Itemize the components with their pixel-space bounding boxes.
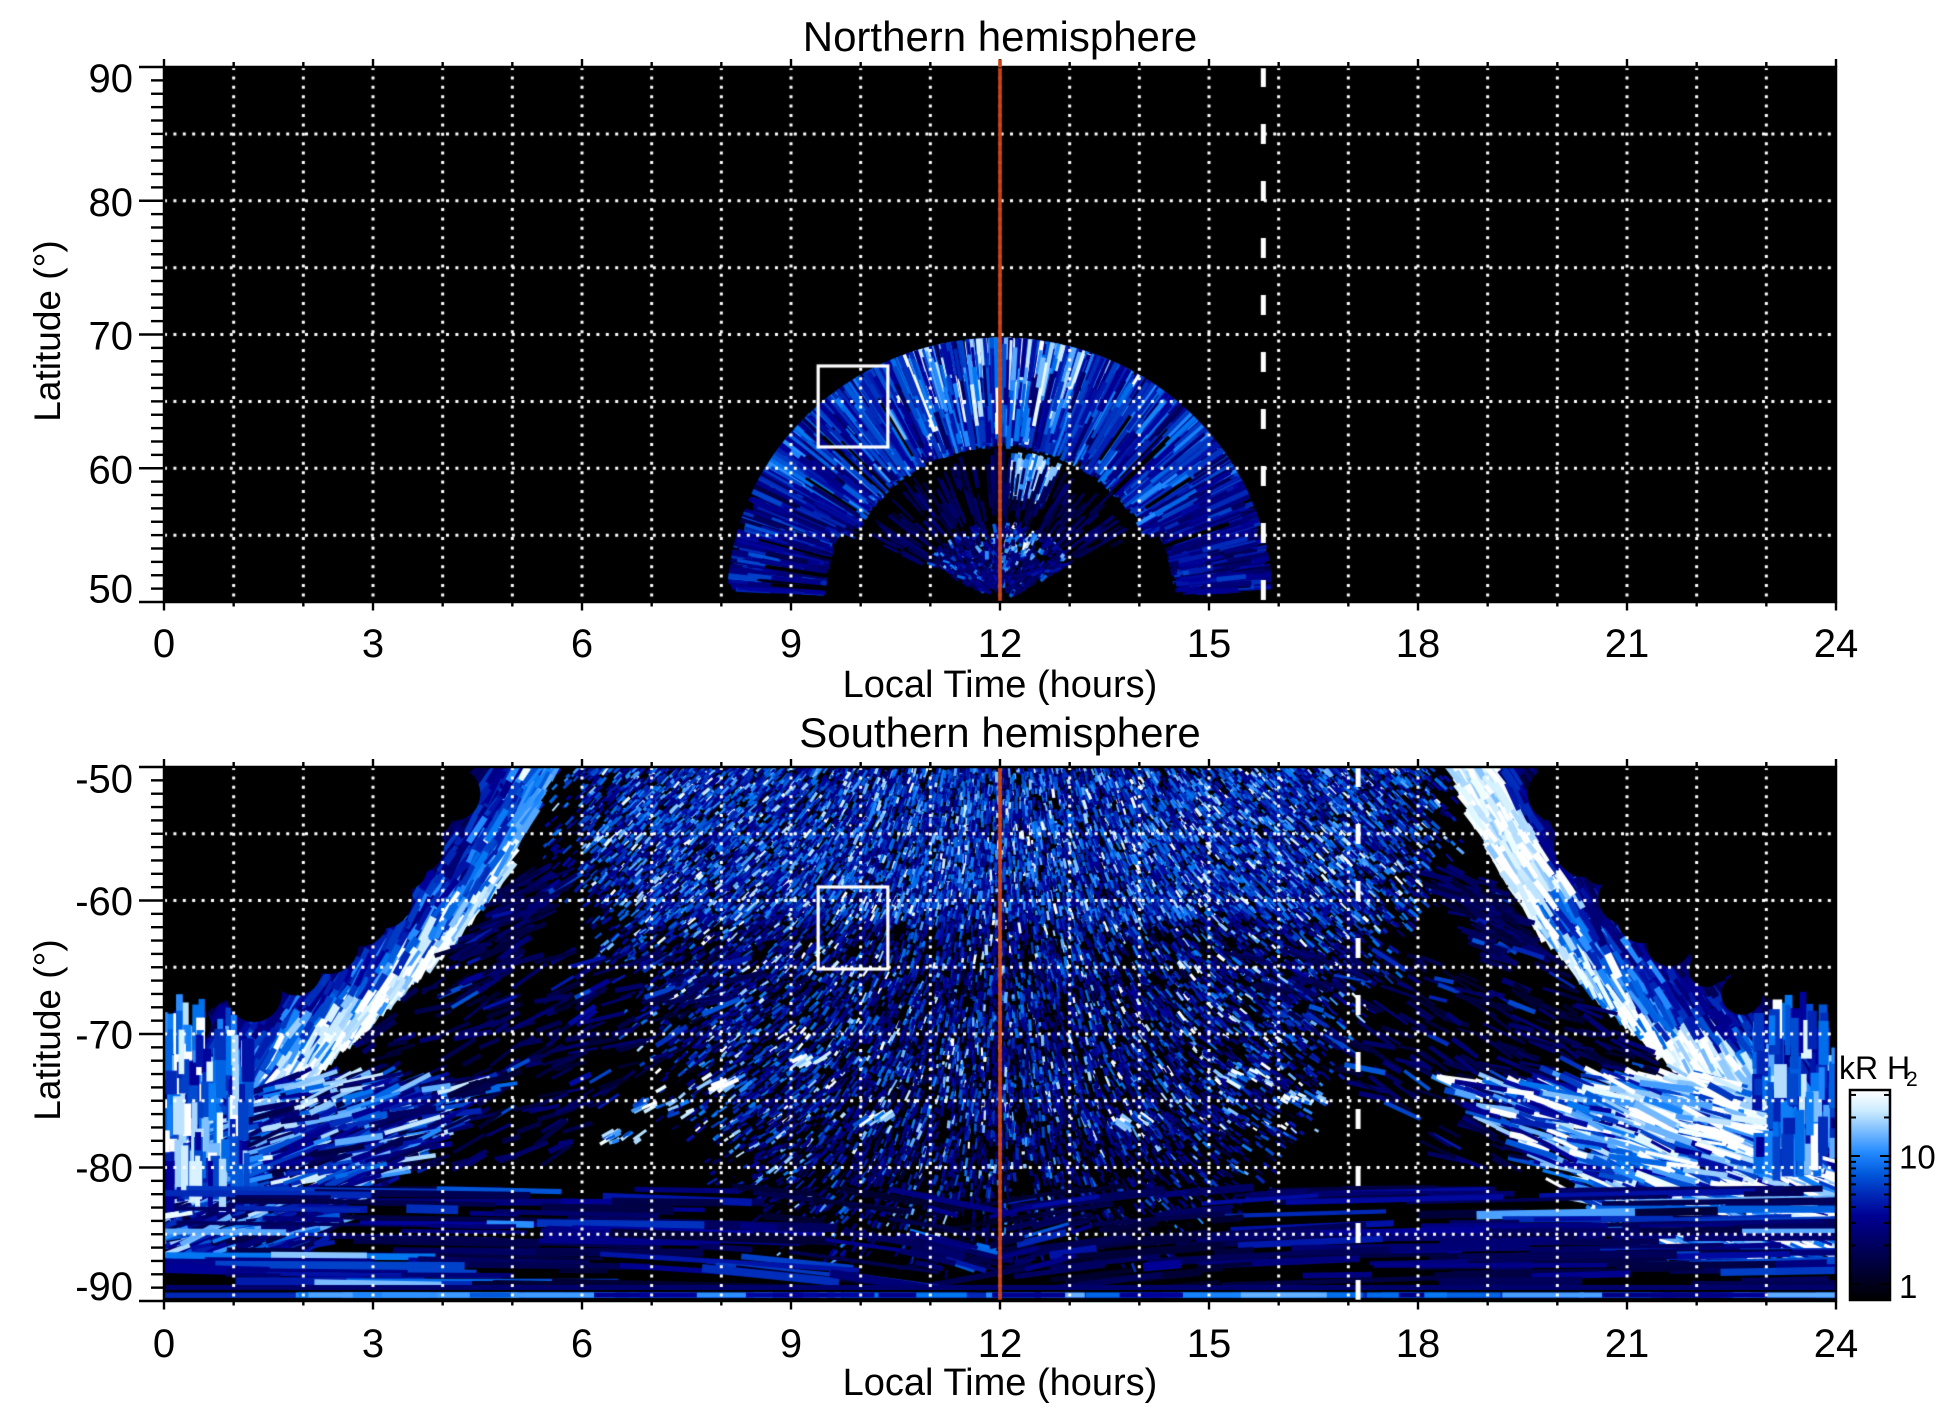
- svg-text:24: 24: [1814, 622, 1859, 666]
- svg-text:-50: -50: [75, 758, 133, 802]
- svg-text:70: 70: [89, 315, 134, 359]
- svg-text:10: 10: [1899, 1139, 1936, 1176]
- svg-text:9: 9: [780, 1322, 802, 1366]
- svg-text:0: 0: [153, 622, 175, 666]
- svg-text:18: 18: [1396, 622, 1441, 666]
- svg-text:21: 21: [1605, 1322, 1650, 1366]
- svg-text:9: 9: [780, 622, 802, 666]
- svg-text:Latitude (°): Latitude (°): [27, 939, 68, 1120]
- svg-text:Local Time (hours): Local Time (hours): [843, 1362, 1158, 1404]
- svg-text:3: 3: [362, 622, 384, 666]
- svg-text:Southern hemisphere: Southern hemisphere: [799, 709, 1201, 756]
- svg-text:50: 50: [89, 568, 134, 612]
- svg-text:18: 18: [1396, 1322, 1441, 1366]
- svg-text:Local Time (hours): Local Time (hours): [843, 664, 1158, 706]
- svg-text:-70: -70: [75, 1013, 133, 1057]
- svg-text:15: 15: [1187, 1322, 1232, 1366]
- svg-text:2: 2: [1906, 1068, 1918, 1091]
- svg-text:60: 60: [89, 448, 134, 492]
- svg-text:15: 15: [1187, 622, 1232, 666]
- svg-text:1: 1: [1899, 1268, 1917, 1305]
- svg-text:3: 3: [362, 1322, 384, 1366]
- svg-text:Latitude (°): Latitude (°): [27, 240, 68, 421]
- svg-text:21: 21: [1605, 622, 1650, 666]
- svg-text:90: 90: [89, 57, 134, 101]
- svg-text:-60: -60: [75, 880, 133, 924]
- svg-text:80: 80: [89, 181, 134, 225]
- svg-text:24: 24: [1814, 1322, 1859, 1366]
- svg-text:0: 0: [153, 1322, 175, 1366]
- svg-text:6: 6: [571, 622, 593, 666]
- svg-text:Northern hemisphere: Northern hemisphere: [803, 13, 1198, 60]
- svg-text:12: 12: [978, 1322, 1023, 1366]
- svg-text:6: 6: [571, 1322, 593, 1366]
- svg-text:-80: -80: [75, 1147, 133, 1191]
- svg-text:12: 12: [978, 622, 1023, 666]
- svg-text:kR H: kR H: [1839, 1050, 1910, 1086]
- svg-text:-90: -90: [75, 1265, 133, 1309]
